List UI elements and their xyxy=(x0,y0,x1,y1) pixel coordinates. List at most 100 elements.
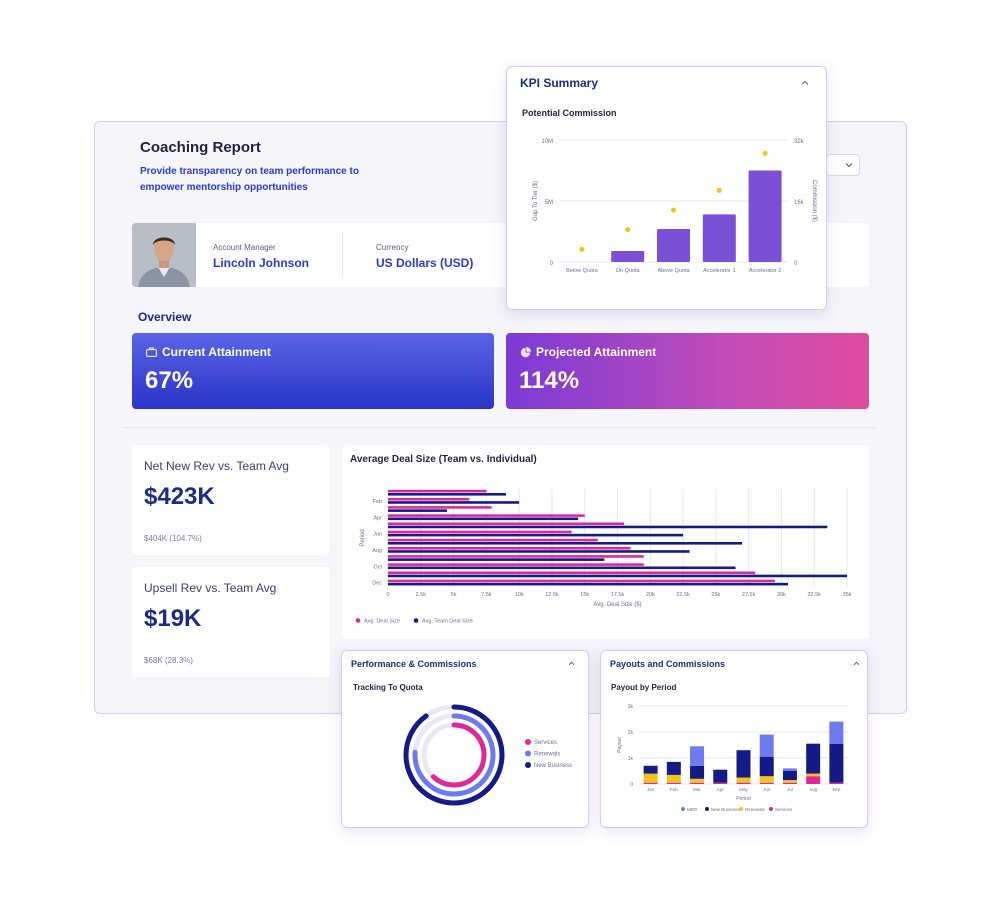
projected-attainment-value: 114% xyxy=(519,367,580,394)
y-axis-label: Payout xyxy=(617,737,623,753)
legend-label: MBO xyxy=(687,807,698,812)
payout-bar-segment xyxy=(829,743,844,783)
legend-label: Avg. Deal Size xyxy=(364,619,400,625)
tracking-quota-chart: Services Renewals New Business xyxy=(403,704,572,806)
y-tick-label: 3k xyxy=(628,704,634,710)
commission-point xyxy=(625,227,631,233)
legend-swatch xyxy=(681,807,685,811)
legend-label: Renewals xyxy=(745,807,766,812)
x-tick-label: 0 xyxy=(386,592,389,598)
payout-bar-segment xyxy=(759,776,774,783)
overview-heading: Overview xyxy=(138,310,192,324)
x-tick-label: 2.5k xyxy=(416,592,427,598)
deal-size-title: Average Deal Size (Team vs. Individual) xyxy=(350,454,537,465)
y-axis-label: Period xyxy=(360,529,366,546)
current-attainment-label: Current Attainment xyxy=(162,345,271,359)
kpi-summary-card: KPI Summary Potential Commission 0 0 5M 16k… xyxy=(506,66,827,310)
x-tick-label: 17.5k xyxy=(611,592,625,598)
legend-label: Renewals xyxy=(534,752,560,758)
potential-commission-chart: 0 0 5M 16k 10M 32k Gap To Tier ($) Commission (… xyxy=(533,139,817,274)
projected-attainment-label: Projected Attainment xyxy=(536,345,657,359)
payout-bar-segment xyxy=(759,734,774,757)
deal-size-bar xyxy=(388,522,625,526)
payout-bar-segment xyxy=(690,778,705,783)
y2-tick-label: 32k xyxy=(794,139,805,145)
chevron-down-icon xyxy=(845,163,853,168)
x-tick-label: Mar xyxy=(693,787,701,792)
legend-swatch xyxy=(525,750,531,757)
payout-bar-segment xyxy=(782,780,797,783)
payout-bar-segment xyxy=(829,782,844,784)
legend-swatch xyxy=(355,618,361,623)
payout-bar-segment xyxy=(690,782,705,784)
y-tick-label: Jun xyxy=(373,532,382,538)
x-tick-label: 15k xyxy=(580,592,589,598)
payout-bar-segment xyxy=(643,765,658,774)
y-tick-label: Apr xyxy=(373,515,382,521)
deal-size-bar xyxy=(388,582,788,586)
legend-swatch xyxy=(413,618,419,623)
current-attainment-value: 67% xyxy=(145,367,194,394)
deal-size-bar xyxy=(388,566,736,570)
y2-tick-label: 16k xyxy=(794,200,805,206)
section-divider xyxy=(122,427,876,428)
y-axis-label: Gap To Tier ($) xyxy=(533,181,539,221)
deal-size-bar xyxy=(388,571,756,575)
x-tick-label: Jul xyxy=(787,787,793,792)
deal-size-bar xyxy=(388,550,690,553)
y-tick-label: Oct xyxy=(373,564,382,570)
legend-label: New Business xyxy=(711,807,740,812)
kpi-summary-header: KPI Summary xyxy=(520,76,599,90)
deal-size-bar xyxy=(388,525,828,529)
payouts-commissions-card: Payouts and Commissions Payout by Period… xyxy=(600,650,868,828)
legend-swatch xyxy=(525,739,531,745)
chevron-up-icon[interactable] xyxy=(853,661,860,666)
x-tick-label: Jun xyxy=(763,787,771,792)
page-subtitle: Provide transparency on team performance… xyxy=(140,166,359,193)
legend-swatch xyxy=(739,807,743,811)
x-tick-label: Jan xyxy=(647,787,655,792)
payout-bar-segment xyxy=(806,776,821,784)
deal-size-bar xyxy=(388,514,585,517)
deal-size-bar xyxy=(388,542,743,545)
gap-to-tier-bar xyxy=(657,229,690,262)
potential-commission-title: Potential Commission xyxy=(522,108,617,118)
chevron-up-icon[interactable] xyxy=(568,661,575,666)
period-dropdown[interactable] xyxy=(826,154,860,176)
x-tick-label: Accelerator 2 xyxy=(749,268,781,274)
legend-swatch xyxy=(769,807,773,811)
deal-size-bar xyxy=(388,530,572,534)
payout-period-title: Payout by Period xyxy=(611,683,677,692)
x-tick-label: 32.5k xyxy=(807,592,821,598)
x-tick-label: Below Quota xyxy=(566,268,598,274)
payout-bar-segment xyxy=(666,774,681,783)
stat-team-avg: $404K (104.7%) xyxy=(144,534,202,543)
y-tick-label: Feb xyxy=(373,499,382,505)
x-tick-label: Aug xyxy=(809,787,818,792)
commission-point xyxy=(579,246,585,252)
ring-progress xyxy=(412,713,496,797)
x-tick-label: Accelerator 1 xyxy=(703,268,735,274)
commission-point xyxy=(762,150,768,156)
stat-title: Net New Rev vs. Team Avg xyxy=(144,459,289,473)
y-tick-label: Aug xyxy=(372,548,382,554)
chevron-up-icon[interactable] xyxy=(801,80,809,86)
currency-value: US Dollars (USD) xyxy=(376,256,474,270)
payout-bar-segment xyxy=(806,773,821,777)
payout-bar-segment xyxy=(713,769,728,783)
x-tick-label: 5k xyxy=(451,592,457,598)
x-tick-label: 35k xyxy=(843,592,852,598)
x-axis-label: Avg. Deal Size ($) xyxy=(593,602,641,608)
gap-to-tier-bar xyxy=(702,214,736,262)
payout-bar-segment xyxy=(759,756,774,777)
payout-bar-segment xyxy=(690,765,705,779)
legend-label: Avg. Team Deal Size xyxy=(422,619,473,625)
x-tick-label: 22.5k xyxy=(676,592,690,598)
deal-size-bar xyxy=(388,579,775,583)
briefcase-icon xyxy=(146,347,157,357)
deal-size-chart: 0 2.5k 5k 7.5k 10k 12.5k 15k 17.5k 20k 22.5k 25k 27… xyxy=(355,489,852,625)
y-tick-label: 1k xyxy=(628,756,634,762)
deal-size-bar xyxy=(388,563,644,566)
payout-bar-segment xyxy=(666,761,681,775)
payout-bar-segment xyxy=(759,782,774,784)
